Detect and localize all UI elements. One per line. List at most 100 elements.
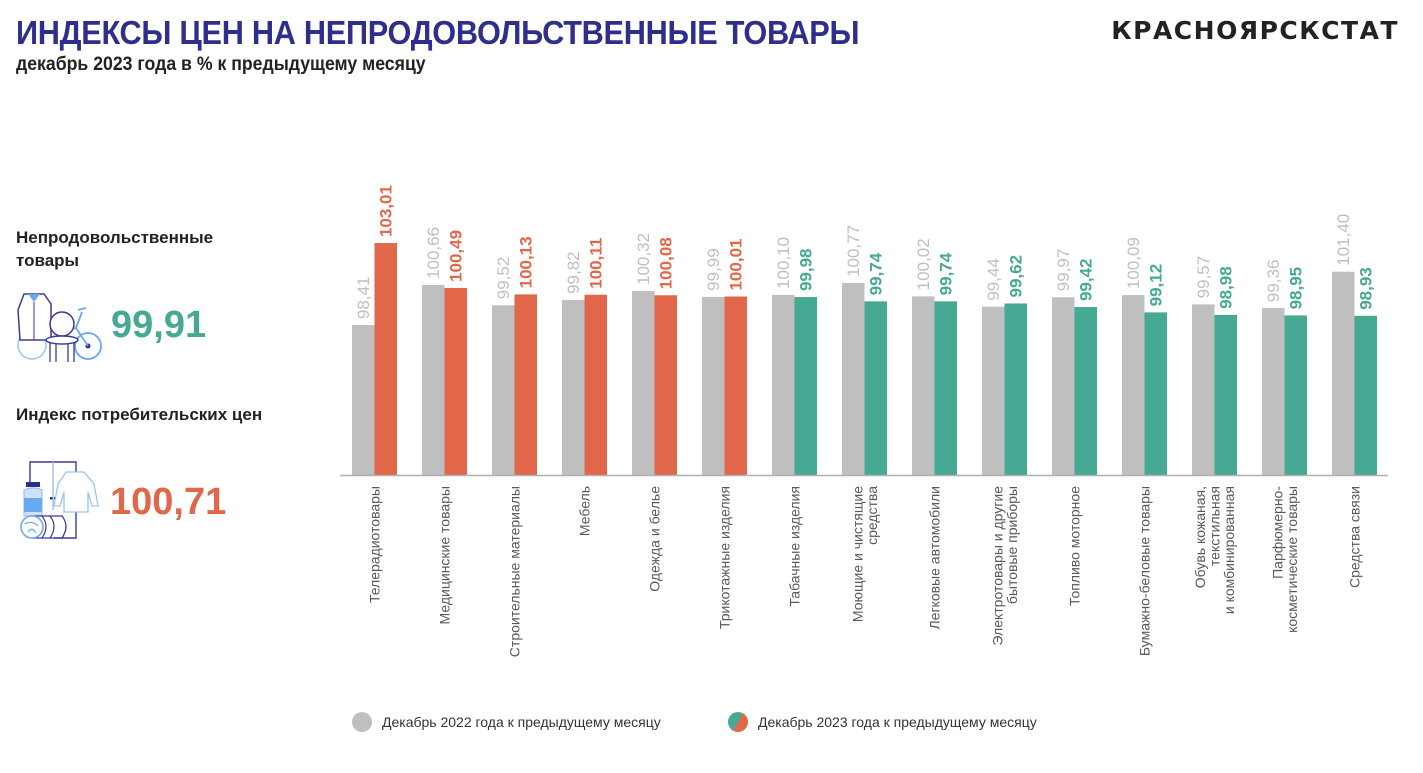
bar-2022 (1122, 295, 1145, 475)
category-label-line: Табачные изделия (787, 486, 803, 607)
bar-2023 (1004, 303, 1027, 475)
value-label-2022: 99,52 (494, 257, 513, 300)
value-label-2022: 100,66 (424, 227, 443, 279)
bar-2023 (794, 297, 817, 475)
category-label-line: средства (864, 486, 880, 545)
bar-2023 (374, 243, 397, 475)
value-label-2023: 99,74 (937, 252, 956, 295)
summary-label-nonfood: Непродовольственные товары (16, 228, 214, 270)
summary-value-cpi: 100,71 (110, 481, 227, 523)
category-label: Строительные материалы (507, 486, 523, 657)
category-label-line: косметические товары (1284, 486, 1300, 633)
legend-item-2023: Декабрь 2023 года к предыдущему месяцу (728, 712, 1037, 732)
bar-2022 (632, 290, 655, 475)
category-label-line: Электротовары и другие (989, 486, 1005, 646)
bar-2022 (1262, 308, 1285, 475)
bar-2023 (444, 287, 467, 475)
bar-2022 (1332, 271, 1355, 475)
value-label-2023: 99,74 (867, 252, 886, 295)
value-label-2022: 99,57 (1194, 256, 1213, 299)
bar-2022 (352, 325, 375, 475)
legend-label-2022: Декабрь 2022 года к предыдущему месяцу (382, 714, 661, 730)
value-label-2023: 98,93 (1357, 267, 1376, 310)
bar-2023 (1144, 312, 1167, 475)
category-label-line: Парфюмерно- (1269, 486, 1285, 579)
bar-2022 (422, 284, 445, 475)
category-labels-layer: Телерадиотовары Медицинские товары Строите… (367, 486, 1363, 658)
bar-2023 (864, 301, 887, 475)
category-label-line: Трикотажные изделия (717, 486, 733, 629)
value-label-2023: 99,12 (1147, 264, 1166, 307)
bar-2023 (934, 301, 957, 475)
bar-2022 (772, 294, 795, 475)
bar-2022 (912, 296, 935, 475)
consumer-basket-icon (20, 461, 99, 539)
bar-2023 (1214, 314, 1237, 475)
value-labels-layer: 98,41 103,01 100,66 100,49 99,52 100,13 99,82 1… (354, 185, 1376, 319)
value-label-2023: 99,98 (797, 249, 816, 292)
category-label-line: Бумажно-беловые товары (1137, 486, 1153, 656)
page-subtitle: декабрь 2023 года в % к предыдущему меся… (16, 54, 426, 75)
value-label-2022: 100,10 (774, 237, 793, 289)
category-label-line: текстильная (1207, 486, 1223, 566)
category-label: Средства связи (1347, 486, 1363, 588)
value-label-2022: 99,99 (704, 248, 723, 291)
bar-2023 (1284, 315, 1307, 475)
bar-2022 (982, 306, 1005, 475)
value-label-2022: 99,97 (1054, 249, 1073, 292)
bar-2023 (654, 295, 677, 475)
category-label: Табачные изделия (787, 486, 803, 607)
value-label-2022: 101,40 (1334, 214, 1353, 266)
category-label: Парфюмерно-косметические товары (1269, 486, 1300, 633)
bar-2022 (492, 305, 515, 475)
bar-2023 (1354, 315, 1377, 475)
bar-2022 (702, 296, 725, 475)
category-label-line: Мебель (577, 486, 593, 536)
bar-2022 (1052, 297, 1075, 475)
summary-value-nonfood: 99,91 (111, 304, 207, 346)
value-label-2023: 100,49 (447, 230, 466, 282)
brand-logo: КРАСНОЯРСКСТАТ (1111, 16, 1399, 45)
bar-2022 (842, 282, 865, 475)
legend-item-2022: Декабрь 2022 года к предыдущему месяцу (352, 712, 661, 732)
category-label-line: Обувь кожаная, (1192, 486, 1208, 588)
value-label-2022: 100,77 (844, 225, 863, 277)
category-label-line: Моющие и чистящие (849, 486, 865, 622)
category-label-line: Телерадиотовары (367, 486, 383, 603)
value-label-2023: 100,13 (517, 236, 536, 288)
legend-swatch-2023 (728, 712, 748, 732)
category-label-line: Легковые автомобили (927, 486, 943, 630)
summary-label-cpi: Индекс потребительских цен (16, 405, 263, 424)
page-title: ИНДЕКСЫ ЦЕН НА НЕПРОДОВОЛЬСТВЕННЫЕ ТОВАР… (16, 14, 860, 51)
value-label-2023: 103,01 (377, 185, 396, 237)
legend-swatch-2022 (352, 712, 372, 732)
bar-2023 (724, 296, 747, 475)
value-label-2022: 100,02 (914, 238, 933, 290)
value-label-2023: 100,08 (657, 237, 676, 289)
goods-icon (17, 293, 102, 362)
category-label: Мебель (577, 486, 593, 536)
bar-2023 (1074, 307, 1097, 475)
category-label: Одежда и белье (647, 486, 663, 592)
category-label-line: Одежда и белье (647, 486, 663, 592)
category-label-line: Средства связи (1347, 486, 1363, 588)
value-label-2023: 99,62 (1007, 255, 1026, 298)
category-label-line: Топливо моторное (1067, 486, 1083, 606)
category-label: Трикотажные изделия (717, 486, 733, 629)
category-label: Бумажно-беловые товары (1137, 486, 1153, 656)
value-label-2022: 98,41 (354, 277, 373, 320)
bar-2022 (562, 299, 585, 475)
bars-layer (352, 243, 1377, 475)
value-label-2022: 99,36 (1264, 260, 1283, 303)
value-label-2022: 100,32 (634, 233, 653, 285)
value-label-2022: 99,44 (984, 258, 1003, 301)
value-label-2023: 99,42 (1077, 258, 1096, 301)
category-label-line: Медицинские товары (437, 486, 453, 624)
value-label-2023: 100,01 (727, 239, 746, 291)
value-label-2023: 98,98 (1217, 266, 1236, 309)
value-label-2022: 99,82 (564, 251, 583, 294)
legend-label-2023: Декабрь 2023 года к предыдущему месяцу (758, 714, 1037, 730)
